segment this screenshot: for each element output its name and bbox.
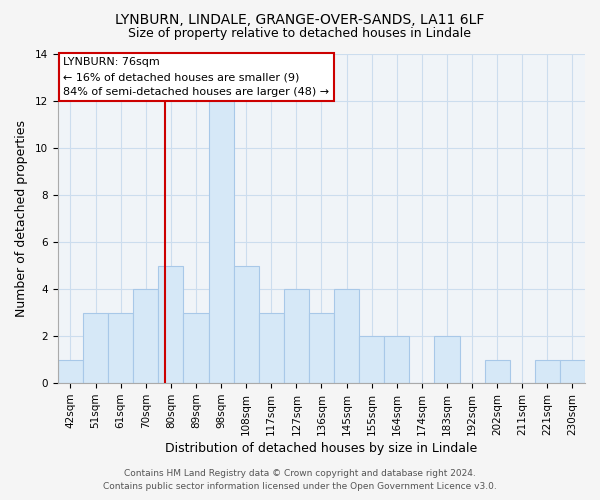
Bar <box>259 312 284 383</box>
Bar <box>233 266 259 383</box>
Y-axis label: Number of detached properties: Number of detached properties <box>15 120 28 317</box>
Bar <box>83 312 108 383</box>
Bar <box>334 289 359 383</box>
Bar <box>209 101 233 383</box>
Bar <box>359 336 384 383</box>
Bar <box>284 289 309 383</box>
Bar <box>560 360 585 383</box>
X-axis label: Distribution of detached houses by size in Lindale: Distribution of detached houses by size … <box>166 442 478 455</box>
Bar <box>158 266 184 383</box>
Text: LYNBURN: 76sqm
← 16% of detached houses are smaller (9)
84% of semi-detached hou: LYNBURN: 76sqm ← 16% of detached houses … <box>63 58 329 97</box>
Bar <box>108 312 133 383</box>
Bar <box>58 360 83 383</box>
Bar <box>485 360 510 383</box>
Text: Size of property relative to detached houses in Lindale: Size of property relative to detached ho… <box>128 28 472 40</box>
Bar <box>309 312 334 383</box>
Bar <box>434 336 460 383</box>
Text: Contains HM Land Registry data © Crown copyright and database right 2024.
Contai: Contains HM Land Registry data © Crown c… <box>103 470 497 491</box>
Bar <box>133 289 158 383</box>
Bar <box>535 360 560 383</box>
Bar <box>384 336 409 383</box>
Text: LYNBURN, LINDALE, GRANGE-OVER-SANDS, LA11 6LF: LYNBURN, LINDALE, GRANGE-OVER-SANDS, LA1… <box>115 12 485 26</box>
Bar <box>184 312 209 383</box>
